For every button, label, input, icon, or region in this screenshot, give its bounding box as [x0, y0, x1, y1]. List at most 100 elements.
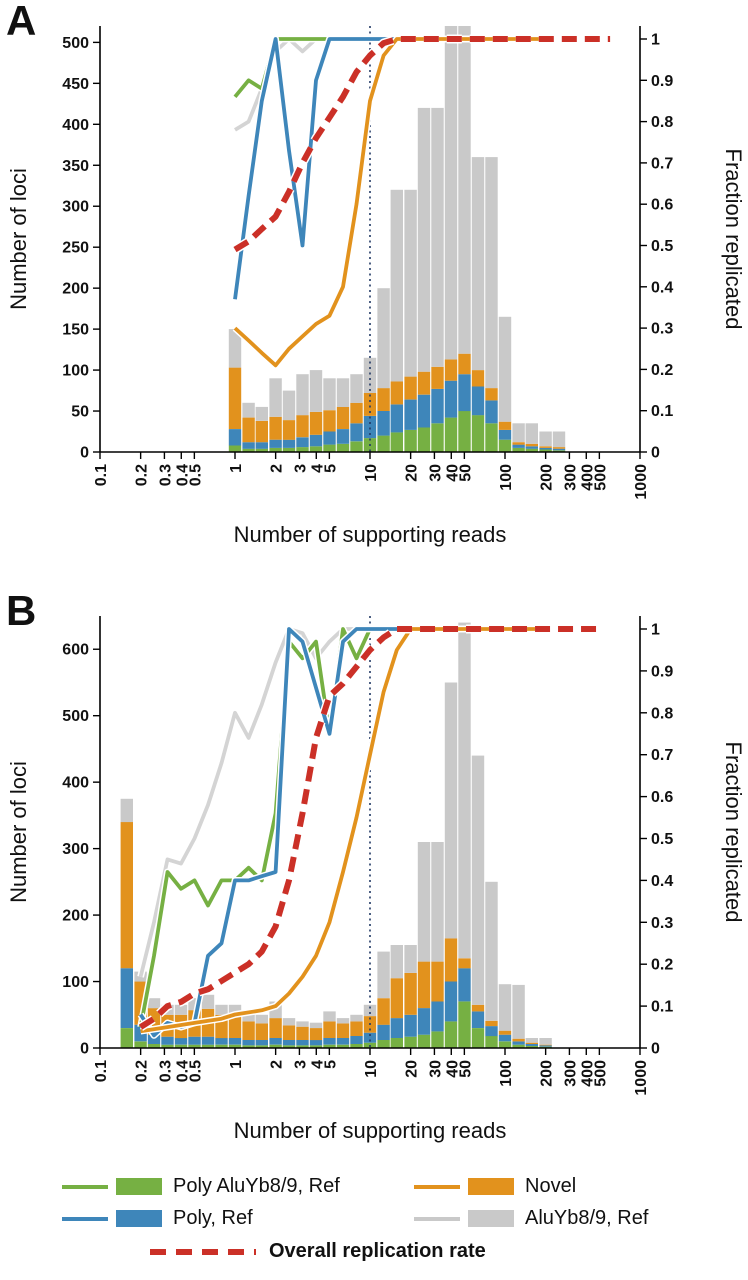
svg-text:0.7: 0.7: [651, 747, 673, 764]
legend-box-swatch-green: [116, 1178, 162, 1195]
axis-titles: Number of loci Fraction replicated Number …: [6, 149, 746, 547]
legend-line-swatch-orange: [414, 1184, 460, 1189]
legend-dashed-line-swatch-red: [150, 1248, 256, 1255]
svg-text:300: 300: [562, 1060, 579, 1087]
panel-b-letter: B: [6, 587, 37, 634]
legend-label-overall-replication-rate: Overall replication rate: [269, 1240, 486, 1262]
svg-text:0.6: 0.6: [651, 197, 673, 214]
svg-text:50: 50: [457, 1060, 474, 1078]
svg-text:0.2: 0.2: [651, 957, 673, 974]
legend-line-swatch-gray: [414, 1216, 460, 1221]
svg-text:30: 30: [427, 1060, 444, 1078]
svg-text:20: 20: [404, 464, 421, 482]
svg-text:400: 400: [62, 775, 89, 792]
svg-text:0: 0: [651, 1041, 660, 1058]
svg-text:0.8: 0.8: [651, 114, 673, 131]
svg-text:20: 20: [404, 1060, 421, 1078]
svg-text:Number of loci: Number of loci: [6, 761, 31, 903]
svg-text:0.5: 0.5: [651, 831, 673, 848]
svg-text:0.3: 0.3: [651, 915, 673, 932]
svg-text:300: 300: [62, 199, 89, 216]
svg-text:0.2: 0.2: [134, 1060, 151, 1082]
svg-text:200: 200: [539, 1060, 556, 1087]
legend-label-aluyb-ref: AluYb8/9, Ref: [525, 1207, 649, 1229]
legend-item-aluyb-ref: AluYb8/9, Ref: [414, 1207, 748, 1230]
svg-text:10: 10: [363, 464, 380, 482]
svg-text:1: 1: [228, 464, 245, 473]
svg-text:1: 1: [651, 32, 660, 49]
legend-box-swatch-gray: [468, 1210, 514, 1227]
svg-text:1: 1: [651, 622, 660, 639]
svg-text:200: 200: [62, 908, 89, 925]
svg-text:5: 5: [322, 464, 339, 473]
svg-text:50: 50: [71, 404, 89, 421]
svg-text:0.9: 0.9: [651, 663, 673, 680]
legend-box-swatch-blue: [116, 1210, 162, 1227]
lines-layer: [231, 34, 611, 369]
svg-text:500: 500: [592, 464, 609, 491]
svg-text:0.1: 0.1: [93, 464, 110, 486]
legend-grid: Poly AluYb8/9, Ref Novel Poly, Ref AluYb…: [62, 1175, 748, 1230]
legend-label-poly-aluyb-ref: Poly AluYb8/9, Ref: [173, 1175, 340, 1197]
svg-text:40: 40: [444, 464, 461, 482]
svg-text:0.7: 0.7: [651, 155, 673, 172]
svg-text:0: 0: [651, 445, 660, 462]
svg-text:2: 2: [269, 464, 286, 473]
svg-text:100: 100: [62, 974, 89, 991]
svg-text:0: 0: [80, 445, 89, 462]
legend-item-novel: Novel: [414, 1175, 748, 1198]
legend-line-swatch-blue: [62, 1216, 108, 1221]
svg-text:0.2: 0.2: [134, 464, 151, 486]
svg-text:30: 30: [427, 464, 444, 482]
svg-text:0.5: 0.5: [651, 238, 673, 255]
svg-text:400: 400: [579, 464, 596, 491]
panel-a: A 0.1 0.2 0.3 0.4 0.5 1 2 3 4 5 10 20 30 40 50 100 200 30…: [0, 0, 748, 590]
svg-text:0.1: 0.1: [651, 999, 673, 1016]
svg-text:Fraction replicated: Fraction replicated: [721, 742, 746, 923]
svg-text:500: 500: [592, 1060, 609, 1087]
legend-item-poly-aluyb-ref: Poly AluYb8/9, Ref: [62, 1175, 414, 1198]
svg-text:100: 100: [498, 1060, 515, 1087]
svg-text:0.3: 0.3: [651, 321, 673, 338]
legend: Poly AluYb8/9, Ref Novel Poly, Ref AluYb…: [0, 1165, 748, 1280]
panel-a-letter: A: [6, 0, 37, 44]
svg-text:3: 3: [292, 464, 309, 473]
svg-text:Number of loci: Number of loci: [6, 168, 31, 310]
svg-text:200: 200: [62, 281, 89, 298]
svg-text:300: 300: [562, 464, 579, 491]
svg-text:600: 600: [62, 642, 89, 659]
svg-text:0.2: 0.2: [651, 362, 673, 379]
svg-text:300: 300: [62, 841, 89, 858]
svg-text:0.4: 0.4: [174, 464, 191, 486]
svg-text:100: 100: [498, 464, 515, 491]
svg-text:0.4: 0.4: [651, 279, 673, 296]
lines-layer: [137, 624, 600, 1039]
svg-text:0.5: 0.5: [187, 464, 204, 486]
svg-text:2: 2: [269, 1060, 286, 1069]
svg-text:0.1: 0.1: [651, 403, 673, 420]
svg-text:0.5: 0.5: [187, 1060, 204, 1082]
svg-text:0.4: 0.4: [651, 873, 673, 890]
axis-titles: Number of loci Fraction replicated Number …: [6, 742, 746, 1143]
svg-text:150: 150: [62, 322, 89, 339]
svg-text:350: 350: [62, 158, 89, 175]
svg-text:Fraction replicated: Fraction replicated: [721, 149, 746, 330]
svg-text:500: 500: [62, 35, 89, 52]
bars-layer: [228, 26, 566, 452]
legend-line-swatch-green: [62, 1184, 108, 1189]
svg-text:0: 0: [80, 1041, 89, 1058]
svg-text:3: 3: [292, 1060, 309, 1069]
svg-text:500: 500: [62, 708, 89, 725]
svg-text:250: 250: [62, 240, 89, 257]
svg-text:1000: 1000: [633, 1060, 650, 1096]
svg-text:0.3: 0.3: [157, 1060, 174, 1082]
svg-text:400: 400: [62, 117, 89, 134]
svg-text:1: 1: [228, 1060, 245, 1069]
panel-b: B 0.1 0.2 0.3 0.4 0.5 1 2 3 4 5 10 20 30 40 50 100 200 30…: [0, 590, 748, 1165]
svg-text:4: 4: [309, 1060, 326, 1069]
